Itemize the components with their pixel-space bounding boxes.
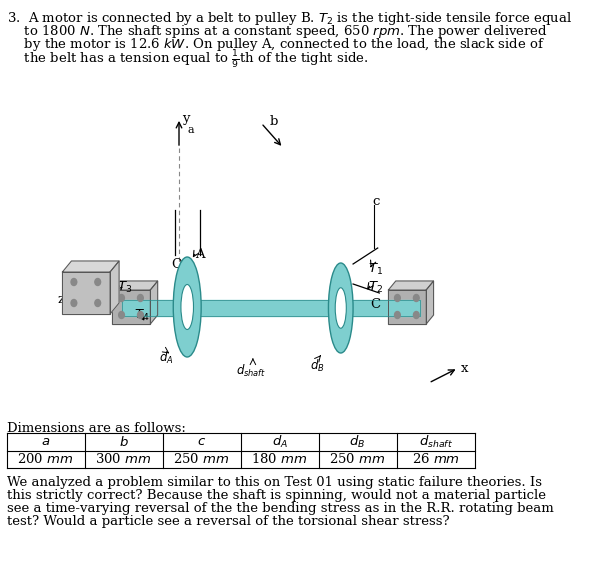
Text: O: O (171, 258, 181, 271)
Text: C: C (370, 298, 380, 311)
Text: the belt has a tension equal to $\frac{1}{9}$th of the tight side.: the belt has a tension equal to $\frac{1… (7, 49, 368, 71)
Text: b: b (270, 115, 278, 128)
Circle shape (138, 295, 143, 302)
Text: z: z (58, 293, 65, 306)
Text: 200 $mm$: 200 $mm$ (17, 452, 74, 466)
Polygon shape (388, 281, 434, 290)
Circle shape (71, 278, 77, 285)
Text: 250 $mm$: 250 $mm$ (329, 452, 386, 466)
Polygon shape (388, 290, 426, 324)
Polygon shape (122, 300, 420, 316)
Text: $a$: $a$ (41, 435, 50, 448)
Text: $T_3$: $T_3$ (117, 280, 132, 295)
Polygon shape (62, 261, 119, 272)
Polygon shape (62, 272, 110, 314)
Text: $d_B$: $d_B$ (310, 358, 325, 374)
Text: $T_2$: $T_2$ (368, 280, 383, 295)
Text: 26 $mm$: 26 $mm$ (412, 452, 459, 466)
Text: $b$: $b$ (119, 435, 128, 449)
Ellipse shape (173, 257, 201, 357)
Text: x: x (461, 362, 468, 375)
Ellipse shape (181, 284, 193, 329)
Circle shape (395, 312, 400, 319)
Text: B: B (334, 316, 343, 329)
Polygon shape (110, 261, 119, 314)
Text: $d_A$: $d_A$ (271, 434, 288, 450)
Text: 180 $mm$: 180 $mm$ (252, 452, 308, 466)
Circle shape (119, 295, 125, 302)
Circle shape (413, 295, 419, 302)
Circle shape (138, 312, 143, 319)
Polygon shape (150, 281, 158, 324)
Text: Dimensions are as follows:: Dimensions are as follows: (7, 422, 186, 435)
Circle shape (95, 278, 101, 285)
Circle shape (95, 299, 101, 306)
Text: $c$: $c$ (197, 435, 206, 448)
Circle shape (119, 312, 125, 319)
Circle shape (71, 299, 77, 306)
Text: c: c (372, 195, 379, 208)
Text: We analyzed a problem similar to this on Test 01 using static failure theories. : We analyzed a problem similar to this on… (7, 476, 541, 489)
Text: A: A (195, 248, 204, 261)
Text: see a time-varying reversal of the the bending stress as in the R.R. rotating be: see a time-varying reversal of the the b… (7, 502, 553, 515)
Ellipse shape (328, 263, 353, 353)
Text: $d_A$: $d_A$ (159, 350, 174, 366)
Polygon shape (113, 290, 150, 324)
Circle shape (395, 295, 400, 302)
Text: test? Would a particle see a reversal of the torsional shear stress?: test? Would a particle see a reversal of… (7, 515, 449, 528)
Text: y: y (182, 112, 190, 125)
Text: $T_4$: $T_4$ (134, 308, 149, 323)
Circle shape (413, 312, 419, 319)
Text: by the motor is 12.6 $kW$. On pulley A, connected to the load, the slack side of: by the motor is 12.6 $kW$. On pulley A, … (7, 36, 544, 53)
Text: $d_{shaft}$: $d_{shaft}$ (419, 434, 453, 450)
Text: $T_1$: $T_1$ (368, 262, 383, 277)
Polygon shape (113, 281, 158, 290)
Text: 250 $mm$: 250 $mm$ (173, 452, 230, 466)
Polygon shape (426, 281, 434, 324)
Text: a: a (187, 125, 194, 135)
Text: 300 $mm$: 300 $mm$ (95, 452, 152, 466)
Text: this strictly correct? Because the shaft is spinning, would not a material parti: this strictly correct? Because the shaft… (7, 489, 546, 502)
Text: 3.  A motor is connected by a belt to pulley B. $T_2$ is the tight-side tensile : 3. A motor is connected by a belt to pul… (7, 10, 572, 27)
Ellipse shape (335, 288, 346, 328)
Text: $d_{shaft}$: $d_{shaft}$ (237, 363, 267, 379)
Text: to 1800 $N$. The shaft spins at a constant speed, 650 $rpm$. The power delivered: to 1800 $N$. The shaft spins at a consta… (7, 23, 547, 40)
Text: $d_B$: $d_B$ (349, 434, 366, 450)
